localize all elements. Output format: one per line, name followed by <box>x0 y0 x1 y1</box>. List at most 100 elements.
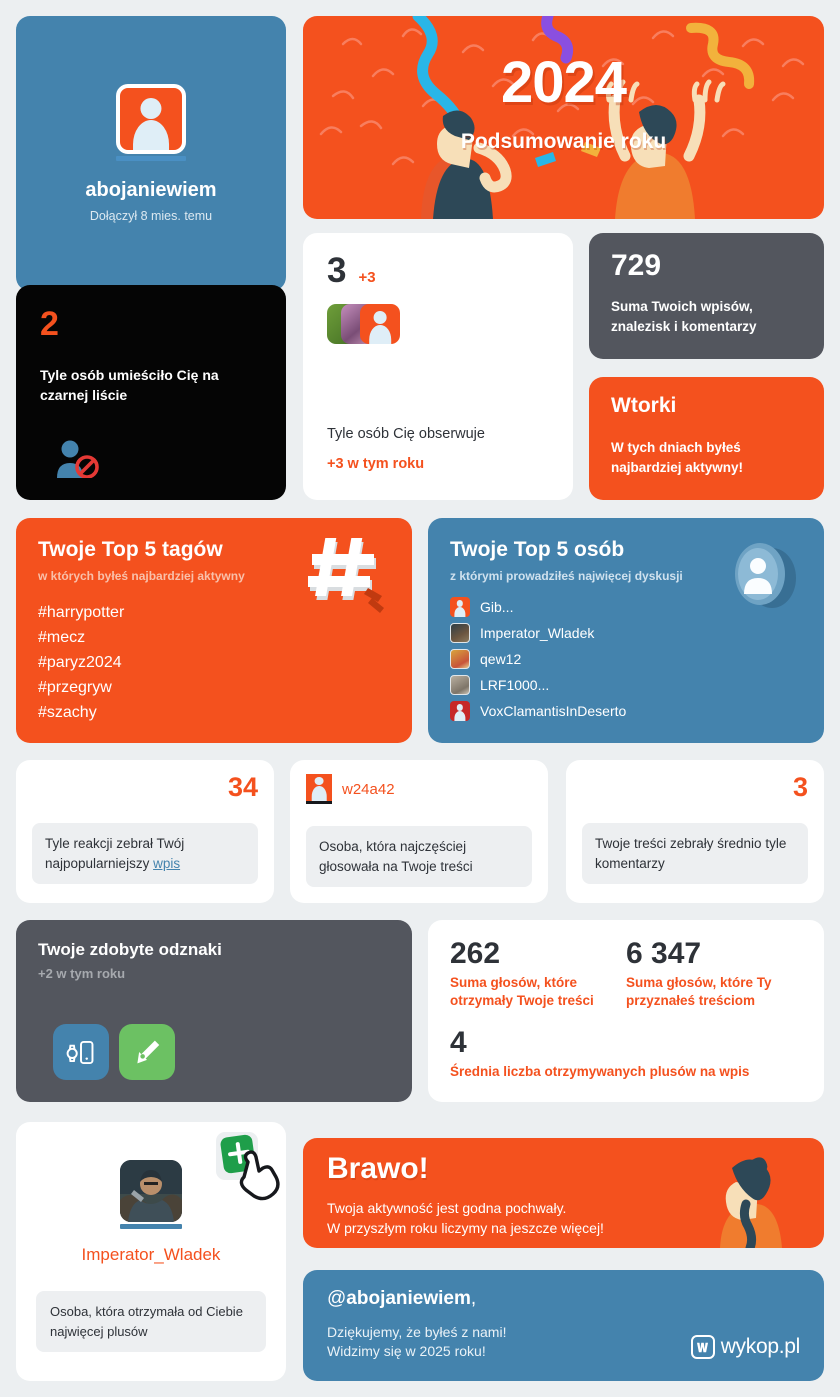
person-left <box>421 110 512 219</box>
person-name: VoxClamantisInDeserto <box>480 703 627 719</box>
photo-avatar <box>450 649 470 669</box>
list-item[interactable]: VoxClamantisInDeserto <box>450 701 802 721</box>
votes-given-label: Suma głosów, które Ty przyznałeś treścio… <box>626 974 772 1009</box>
wykop-logo[interactable]: wykop.pl <box>690 1335 801 1359</box>
thanks-card: @abojaniewiem, Dziękujemy, że byłeś z na… <box>303 1270 824 1381</box>
orange-user-avatar <box>306 774 332 804</box>
top-tags-title: Twoje Top 5 tagów <box>38 538 223 561</box>
photo-avatar <box>450 623 470 643</box>
mobile-watch-badge-icon[interactable] <box>53 1024 109 1080</box>
celebrating-person-illustration <box>720 1157 782 1248</box>
top-people-card: Twoje Top 5 osób z którymi prowadziłeś n… <box>428 518 824 743</box>
user-circle-icon <box>735 543 796 608</box>
avg-comments-note: Twoje treści zebrały średnio tyle koment… <box>582 823 808 885</box>
voter-username[interactable]: w24a42 <box>342 780 395 798</box>
brawo-line-1: Twoja aktywność jest godna pochwały. <box>327 1200 567 1216</box>
reactions-count: 34 <box>227 772 258 802</box>
total-activity-label: Suma Twoich wpisów, znalezisk i komentar… <box>611 299 757 334</box>
wykop-mark-icon <box>690 1335 715 1359</box>
top-people-title: Twoje Top 5 osób <box>450 538 625 561</box>
tag-item[interactable]: #przegryw <box>38 678 112 696</box>
handle-at: @ <box>327 1288 347 1309</box>
tag-item[interactable]: #szachy <box>38 703 97 721</box>
votes-given: 6 347 Suma głosów, które Ty przyznałeś t… <box>626 938 802 1011</box>
reactions-post-link[interactable]: wpis <box>153 855 181 871</box>
hashtag-icon <box>308 538 384 613</box>
profile-card: abojaniewiem Dołączył 8 mies. temu <box>16 16 286 291</box>
votes-summary-card: 262 Suma głosów, które otrzymały Twoje t… <box>428 920 824 1102</box>
voter-note: Osoba, która najczęściej głosowała na Tw… <box>306 826 532 888</box>
blacklist-count: 2 <box>40 305 59 343</box>
profile-username: abojaniewiem <box>85 179 217 201</box>
avg-comments-count: 3 <box>792 772 808 802</box>
brawo-card: Brawo! Twoja aktywność jest godna pochwa… <box>303 1138 824 1248</box>
top-people-subtitle: z którymi prowadziłeś najwięcej dyskusji <box>450 569 683 583</box>
user-avatar-icon <box>116 84 186 154</box>
most-active-day-card: Wtorki W tych dniach byłeś najbardziej a… <box>589 377 824 500</box>
photo-avatar <box>120 1160 182 1222</box>
person-name: Imperator_Wladek <box>480 625 595 641</box>
tag-item[interactable]: #mecz <box>38 628 86 646</box>
top-voter-card: w24a42 Osoba, która najczęściej głosował… <box>290 760 548 903</box>
votes-received: 262 Suma głosów, które otrzymały Twoje t… <box>450 938 626 1011</box>
pen-nib-glyph <box>137 1040 160 1064</box>
plusser-avatar-photo <box>120 1160 182 1222</box>
red-user-avatar <box>450 701 470 721</box>
thanks-line-2: Widzimy się w 2025 roku! <box>327 1343 486 1359</box>
badges-subtitle: +2 w tym roku <box>38 966 126 981</box>
votes-average-count: 4 <box>450 1026 467 1060</box>
photo-avatar <box>450 675 470 695</box>
list-item[interactable]: qew12 <box>450 649 802 669</box>
top-people-list: Gib... Imperator_Wladek qew12 LRF1000...… <box>450 597 802 721</box>
wykop-wordmark: wykop.pl <box>720 1335 801 1358</box>
top-tags-list: #harrypotter #mecz #paryz2024 #przegryw … <box>38 601 390 726</box>
blacklist-label: Tyle osób umieściło Cię na czarnej liści… <box>40 367 219 404</box>
avatar-underline <box>120 1224 182 1229</box>
hero-banner: 2024 Podsumowanie roku <box>303 16 824 219</box>
mobile-watch-glyph <box>66 1040 94 1064</box>
list-item[interactable]: LRF1000... <box>450 675 802 695</box>
hero-year: 2024 <box>500 50 627 115</box>
badges-list <box>53 1024 175 1080</box>
top-tags-subtitle: w których byłeś najbardziej aktywny <box>38 569 245 583</box>
most-active-day-label: W tych dniach byłeś najbardziej aktywny! <box>611 440 744 475</box>
person-name: qew12 <box>480 651 522 667</box>
most-active-day-name: Wtorki <box>611 394 677 417</box>
tag-item[interactable]: #paryz2024 <box>38 653 122 671</box>
plusser-username[interactable]: Imperator_Wladek <box>81 1245 221 1264</box>
pen-nib-badge-icon[interactable] <box>119 1024 175 1080</box>
reactions-note-text: Tyle reakcji zebrał Twój najpopularniejs… <box>45 836 185 871</box>
orange-user-avatar <box>450 597 470 617</box>
avatar-underline <box>116 156 186 161</box>
thanks-handle: @abojaniewiem, <box>327 1288 800 1310</box>
brawo-title: Brawo! <box>327 1152 429 1185</box>
badges-card: Twoje zdobyte odznaki +2 w tym roku <box>16 920 412 1102</box>
profile-joined-date: Dołączył 8 mies. temu <box>89 209 213 223</box>
brawo-line-2: W przyszłym roku liczymy na jeszcze więc… <box>327 1220 604 1236</box>
person-name: Gib... <box>480 599 514 615</box>
blocked-user-icon <box>57 440 99 478</box>
observers-count: 3 <box>327 251 347 290</box>
reactions-note: Tyle reakcji zebrał Twój najpopularniejs… <box>32 823 258 885</box>
observers-card: 3 +3 Tyle osób Cię obserwuje +3 w tym ro… <box>303 233 573 500</box>
observer-avatars <box>327 304 549 348</box>
votes-received-count: 262 <box>450 937 501 970</box>
plusser-note: Osoba, która otrzymała od Ciebie najwięc… <box>36 1291 266 1352</box>
observers-delta-badge: +3 <box>358 269 376 286</box>
total-activity-card: 729 Suma Twoich wpisów, znalezisk i kome… <box>589 233 824 359</box>
handle-comma: , <box>470 1288 477 1309</box>
wykop-w-glyph <box>697 1342 709 1352</box>
voter-header[interactable]: w24a42 <box>306 774 532 804</box>
confetti-illustration <box>319 16 805 219</box>
orange-user-avatar <box>360 304 400 344</box>
top-tags-card: Twoje Top 5 tagów w których byłeś najbar… <box>16 518 412 743</box>
person-right <box>605 79 726 219</box>
person-name: LRF1000... <box>480 677 550 693</box>
blacklist-card: 2 Tyle osób umieściło Cię na czarnej liś… <box>16 285 286 500</box>
votes-average: 4 Średnia liczba otrzymywanych plusów na… <box>450 1027 802 1081</box>
tag-item[interactable]: #harrypotter <box>38 604 125 621</box>
list-item[interactable]: Imperator_Wladek <box>450 623 802 643</box>
list-item[interactable]: Gib... <box>450 597 802 617</box>
total-activity-count: 729 <box>611 249 662 282</box>
